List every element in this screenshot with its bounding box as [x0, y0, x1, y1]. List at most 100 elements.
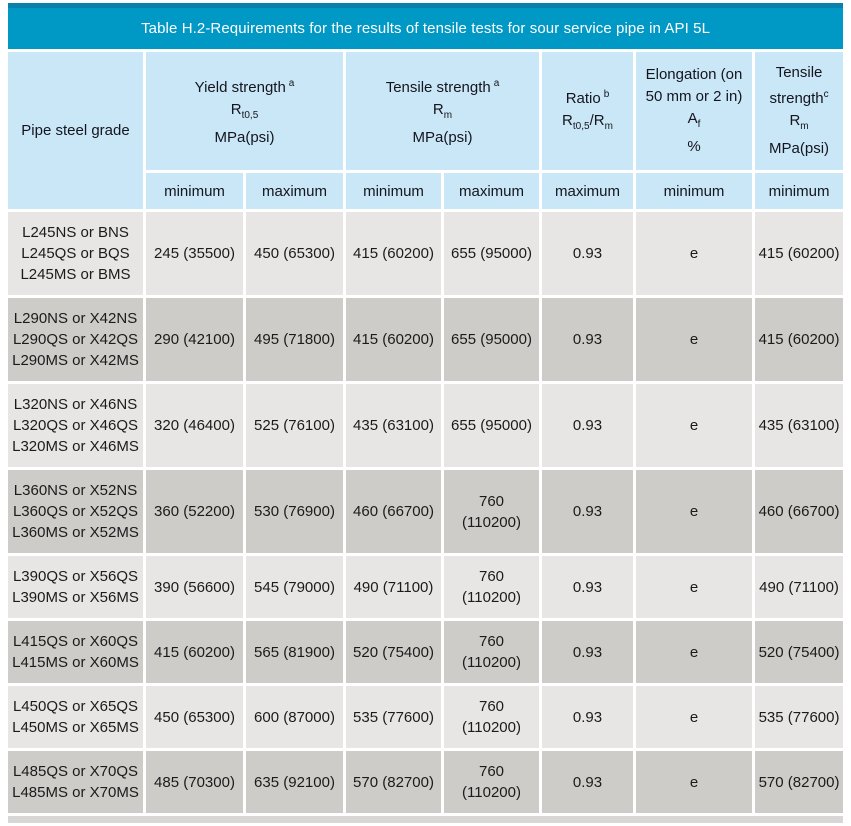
cutoff-footnote-strip: [8, 816, 844, 823]
cell-tensile-c-minimum: 520 (75400): [755, 621, 844, 683]
cell-yield-maximum: 600 (87000): [246, 686, 343, 748]
elongation-symbol: Af: [687, 110, 701, 130]
cell-elongation: e: [636, 556, 752, 618]
subheader-ratio-maximum: maximum: [542, 173, 633, 209]
cell-yield-maximum: 565 (81900): [246, 621, 343, 683]
cell-yield-maximum: 530 (76900): [246, 470, 343, 553]
subheader-tensile-maximum: maximum: [444, 173, 539, 209]
cell-ratio-maximum: 0.93: [542, 470, 633, 553]
cell-tensile-minimum: 415 (60200): [346, 212, 441, 295]
cell-tensile-minimum: 490 (71100): [346, 556, 441, 618]
cell-elongation: e: [636, 212, 752, 295]
cell-tensile-maximum: 760 (110200): [444, 556, 539, 618]
cell-tensile-minimum: 535 (77600): [346, 686, 441, 748]
col-header-yield-strength: Yield strength a Rt0,5 MPa(psi): [146, 52, 343, 170]
cell-pipe-steel-grade: L320NS or X46NS L320QS or X46QS L320MS o…: [8, 384, 143, 467]
cell-elongation: e: [636, 298, 752, 381]
cell-yield-minimum: 450 (65300): [146, 686, 243, 748]
cell-pipe-steel-grade: L485QS or X70QS L485MS or X70MS: [8, 751, 143, 813]
subheader-tensile-minimum: minimum: [346, 173, 441, 209]
yield-strength-symbol: Rt0,5: [230, 101, 259, 121]
cell-ratio-maximum: 0.93: [542, 556, 633, 618]
cell-ratio-maximum: 0.93: [542, 212, 633, 295]
table-row: L390QS or X56QS L390MS or X56MS 390 (566…: [8, 556, 844, 618]
table-row: L320NS or X46NS L320QS or X46QS L320MS o…: [8, 384, 844, 467]
cell-pipe-steel-grade: L245NS or BNS L245QS or BQS L245MS or BM…: [8, 212, 143, 295]
cell-yield-minimum: 320 (46400): [146, 384, 243, 467]
cell-elongation: e: [636, 686, 752, 748]
col-header-ratio: Ratio b Rt0,5/Rm: [542, 52, 633, 170]
cell-pipe-steel-grade: L290NS or X42NS L290QS or X42QS L290MS o…: [8, 298, 143, 381]
cell-yield-maximum: 495 (71800): [246, 298, 343, 381]
cutoff-footnote-cell: [8, 816, 844, 823]
cell-tensile-c-minimum: 415 (60200): [755, 298, 844, 381]
cell-tensile-maximum: 760 (110200): [444, 470, 539, 553]
table-row: L360NS or X52NS L360QS or X52QS L360MS o…: [8, 470, 844, 553]
col-header-tensile-strength-c: Tensile strengthc Rm MPa(psi): [755, 52, 844, 170]
title-row: Table H.2-Requirements for the results o…: [8, 3, 844, 49]
cell-tensile-maximum: 760 (110200): [444, 751, 539, 813]
col-header-tensile-strength: Tensile strength a Rm MPa(psi): [346, 52, 539, 170]
cell-tensile-minimum: 520 (75400): [346, 621, 441, 683]
cell-pipe-steel-grade: L360NS or X52NS L360QS or X52QS L360MS o…: [8, 470, 143, 553]
cell-yield-minimum: 390 (56600): [146, 556, 243, 618]
table-row: L450QS or X65QS L450MS or X65MS 450 (653…: [8, 686, 844, 748]
cell-tensile-minimum: 460 (66700): [346, 470, 441, 553]
cell-pipe-steel-grade: L415QS or X60QS L415MS or X60MS: [8, 621, 143, 683]
subheader-tensile-c-minimum: minimum: [755, 173, 844, 209]
subheader-yield-minimum: minimum: [146, 173, 243, 209]
table-row: L290NS or X42NS L290QS or X42QS L290MS o…: [8, 298, 844, 381]
cell-elongation: e: [636, 751, 752, 813]
elongation-label-line2: 50 mm or 2 in): [645, 88, 743, 105]
cell-tensile-minimum: 415 (60200): [346, 298, 441, 381]
elongation-label-line1: Elongation (on: [645, 66, 743, 83]
cell-elongation: e: [636, 621, 752, 683]
cell-tensile-maximum: 655 (95000): [444, 384, 539, 467]
ratio-label: Ratio b: [565, 89, 610, 107]
ratio-formula: Rt0,5/Rm: [562, 112, 613, 132]
cell-ratio-maximum: 0.93: [542, 621, 633, 683]
tensile-c-symbol: Rm: [789, 112, 809, 132]
cell-ratio-maximum: 0.93: [542, 384, 633, 467]
yield-strength-label: Yield strength a: [194, 78, 295, 96]
subheader-elongation-minimum: minimum: [636, 173, 752, 209]
table-row: L415QS or X60QS L415MS or X60MS 415 (602…: [8, 621, 844, 683]
table-row: L245NS or BNS L245QS or BQS L245MS or BM…: [8, 212, 844, 295]
subheader-yield-maximum: maximum: [246, 173, 343, 209]
cell-tensile-maximum: 655 (95000): [444, 298, 539, 381]
cell-tensile-maximum: 760 (110200): [444, 686, 539, 748]
tensile-strength-label: Tensile strength a: [385, 78, 500, 96]
tensile-c-label-line1: Tensile: [775, 64, 823, 81]
cell-tensile-c-minimum: 490 (71100): [755, 556, 844, 618]
sub-header-row: minimum maximum minimum maximum maximum …: [8, 173, 844, 209]
tensile-strength-symbol: Rm: [432, 101, 453, 121]
table-h2-tensile-requirements: Table H.2-Requirements for the results o…: [5, 0, 846, 826]
cell-elongation: e: [636, 470, 752, 553]
cell-yield-minimum: 290 (42100): [146, 298, 243, 381]
cell-tensile-minimum: 435 (63100): [346, 384, 441, 467]
cell-ratio-maximum: 0.93: [542, 751, 633, 813]
table-row: L485QS or X70QS L485MS or X70MS 485 (703…: [8, 751, 844, 813]
tensile-strength-unit: MPa(psi): [412, 129, 473, 146]
cell-yield-minimum: 360 (52200): [146, 470, 243, 553]
cell-elongation: e: [636, 384, 752, 467]
elongation-unit: %: [687, 138, 701, 155]
col-header-pipe-steel-grade: Pipe steel grade: [8, 52, 143, 209]
col-header-elongation: Elongation (on 50 mm or 2 in) Af %: [636, 52, 752, 170]
cell-yield-maximum: 450 (65300): [246, 212, 343, 295]
cell-ratio-maximum: 0.93: [542, 298, 633, 381]
cell-yield-minimum: 245 (35500): [146, 212, 243, 295]
cell-tensile-c-minimum: 535 (77600): [755, 686, 844, 748]
cell-pipe-steel-grade: L450QS or X65QS L450MS or X65MS: [8, 686, 143, 748]
cell-yield-minimum: 485 (70300): [146, 751, 243, 813]
cell-tensile-minimum: 570 (82700): [346, 751, 441, 813]
cell-tensile-maximum: 655 (95000): [444, 212, 539, 295]
cell-tensile-c-minimum: 415 (60200): [755, 212, 844, 295]
cell-tensile-c-minimum: 570 (82700): [755, 751, 844, 813]
cell-tensile-c-minimum: 460 (66700): [755, 470, 844, 553]
cell-yield-maximum: 545 (79000): [246, 556, 343, 618]
cell-tensile-maximum: 760 (110200): [444, 621, 539, 683]
cell-yield-maximum: 635 (92100): [246, 751, 343, 813]
cell-yield-maximum: 525 (76100): [246, 384, 343, 467]
